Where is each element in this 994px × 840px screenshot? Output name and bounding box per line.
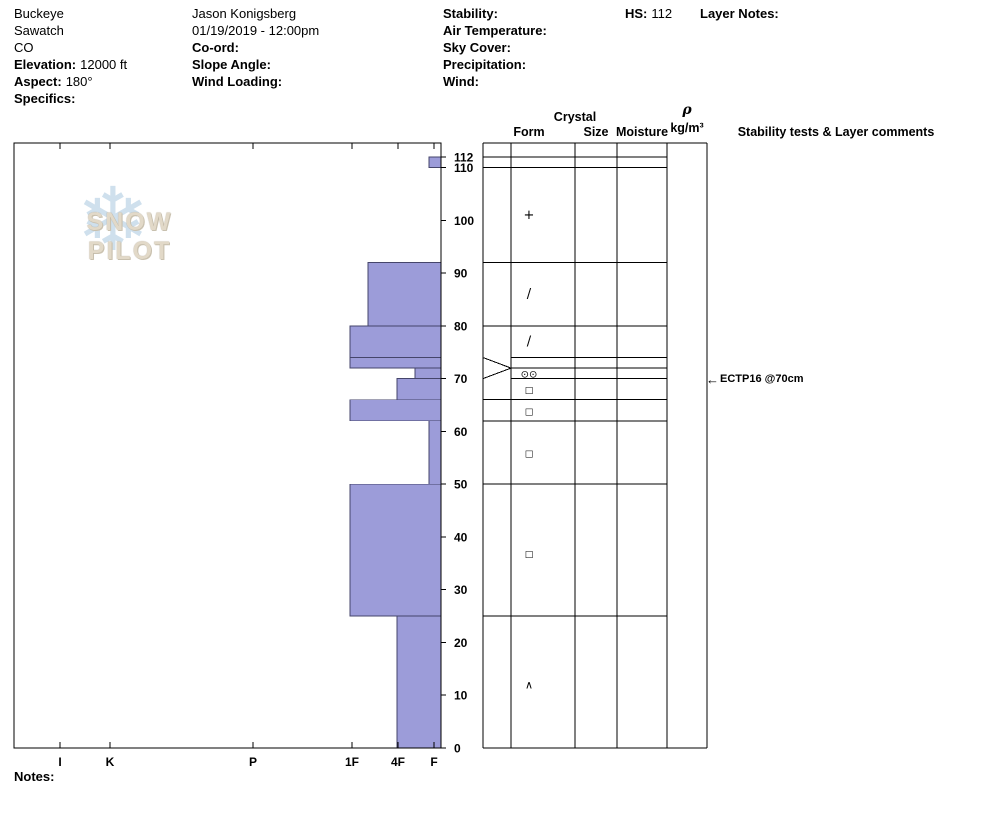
snow-height: HS: 112 <box>625 5 672 22</box>
depth-label: 110 <box>454 161 474 175</box>
site-state: CO <box>14 40 34 55</box>
elevation-value: 12000 ft <box>80 57 128 72</box>
specifics-label: Specifics: <box>14 91 76 106</box>
observer-info: Jason Konigsberg 01/19/2019 - 12:00pm Co… <box>192 5 319 90</box>
site-elevation: Elevation: 12000 ft <box>14 56 127 73</box>
wind-loading-label: Wind Loading: <box>192 74 283 89</box>
aspect-label: Aspect: <box>14 74 62 89</box>
hardness-bar <box>367 262 442 327</box>
site-name: Buckeye <box>14 6 64 21</box>
hardness-axis-label: F <box>430 755 437 769</box>
hardness-axis-label: 4F <box>391 755 405 769</box>
weather-info: Stability: Air Temperature: Sky Cover: P… <box>443 5 547 90</box>
depth-label: 60 <box>454 425 468 439</box>
depth-label: 100 <box>454 214 474 228</box>
thin-layer-marker <box>482 367 512 380</box>
observer-name: Jason Konigsberg <box>192 6 297 21</box>
observation-datetime: 01/19/2019 - 12:00pm <box>192 23 320 38</box>
precipitation-label: Precipitation: <box>443 57 527 72</box>
grain-form-symbol: □ <box>525 407 534 417</box>
hardness-bar <box>428 420 442 485</box>
hardness-axis-label: I <box>58 755 61 769</box>
stability-test-text: ECTP16 @70cm <box>720 373 804 385</box>
site-info: Buckeye Sawatch CO Elevation: 12000 ft As… <box>14 5 127 107</box>
comments-column-header: Stability tests & Layer comments <box>737 125 935 139</box>
grain-form-symbol: □ <box>525 550 534 560</box>
depth-label: 20 <box>454 636 468 650</box>
density-units-header: kg/m³ <box>670 121 704 135</box>
hardness-axis-label: K <box>106 755 115 769</box>
grain-form-symbol: □ <box>525 450 534 460</box>
hardness-bar <box>396 615 442 749</box>
depth-label: 70 <box>454 372 468 386</box>
stability-label: Stability: <box>443 6 498 21</box>
layer-notes-label: Layer Notes: <box>700 6 779 21</box>
site-specifics: Specifics: <box>14 90 127 107</box>
hardness-bar <box>414 367 442 380</box>
depth-label: 40 <box>454 530 468 544</box>
hardness-bar <box>349 325 442 358</box>
grain-form-symbol: + <box>524 208 535 223</box>
depth-label: 30 <box>454 583 468 597</box>
hardness-bar <box>428 156 442 168</box>
depth-label: 50 <box>454 478 468 492</box>
grain-form-symbol: ⊙⊙ <box>521 369 538 380</box>
layer-notes-header: Layer Notes: <box>700 5 779 22</box>
aspect-value: 180° <box>65 74 93 89</box>
site-aspect: Aspect: 180° <box>14 73 127 90</box>
air-temperature-label: Air Temperature: <box>443 23 547 38</box>
crystal-column-header: Crystal <box>553 110 597 124</box>
thin-layer-marker <box>482 357 512 369</box>
depth-label: 90 <box>454 267 468 281</box>
coord-label: Co-ord: <box>192 40 239 55</box>
hardness-chart-frame <box>13 142 442 749</box>
form-column-header: Form <box>513 125 545 139</box>
grain-form-symbol: / <box>527 335 532 350</box>
slope-angle-label: Slope Angle: <box>192 57 271 72</box>
grain-form-symbol: / <box>527 287 532 302</box>
grain-form-symbol: ∧ <box>525 679 533 692</box>
elevation-label: Elevation: <box>14 57 77 72</box>
moisture-column-header: Moisture <box>615 125 669 139</box>
density-symbol-header: ρ <box>682 102 692 118</box>
hardness-axis-label: P <box>249 755 257 769</box>
depth-label: 10 <box>454 689 468 703</box>
size-column-header: Size <box>583 125 609 139</box>
wind-label: Wind: <box>443 74 479 89</box>
stability-test-annotation: ← ECTP16 @70cm <box>706 371 804 387</box>
hardness-bar <box>349 483 442 617</box>
depth-label: 0 <box>454 742 461 756</box>
hardness-bar <box>349 357 442 369</box>
site-range: Sawatch <box>14 23 64 38</box>
hs-value: 112 <box>651 6 673 21</box>
hardness-bar <box>349 399 442 422</box>
hardness-bar <box>396 378 442 401</box>
hs-label: HS: <box>625 6 648 21</box>
left-arrow-icon: ← <box>706 371 719 387</box>
hardness-axis-label: 1F <box>345 755 359 769</box>
depth-label: 80 <box>454 319 468 333</box>
grain-form-symbol: □ <box>525 386 534 396</box>
sky-cover-label: Sky Cover: <box>443 40 511 55</box>
notes-label: Notes: <box>14 769 55 784</box>
depth-label: 112 <box>454 151 474 165</box>
